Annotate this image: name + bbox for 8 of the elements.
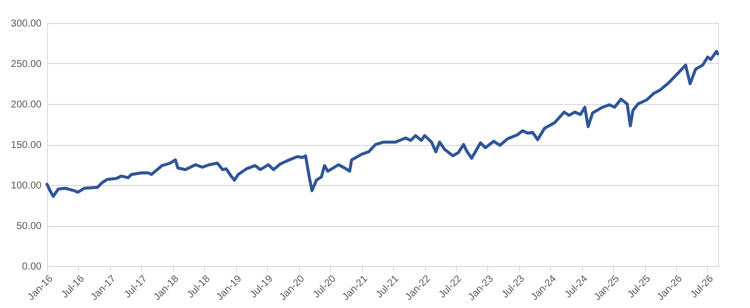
y-tick-label: 150.00 [10,140,42,151]
y-tick-label: 200.00 [10,100,42,110]
line-series [46,50,720,198]
y-tick-label: 50.00 [16,221,42,232]
y-tick-label: 300.00 [10,18,42,30]
y-tick-label: 250.00 [10,59,42,70]
y-tick-label: 100.00 [10,180,42,192]
y-tick-label: 0.00 [22,262,42,272]
